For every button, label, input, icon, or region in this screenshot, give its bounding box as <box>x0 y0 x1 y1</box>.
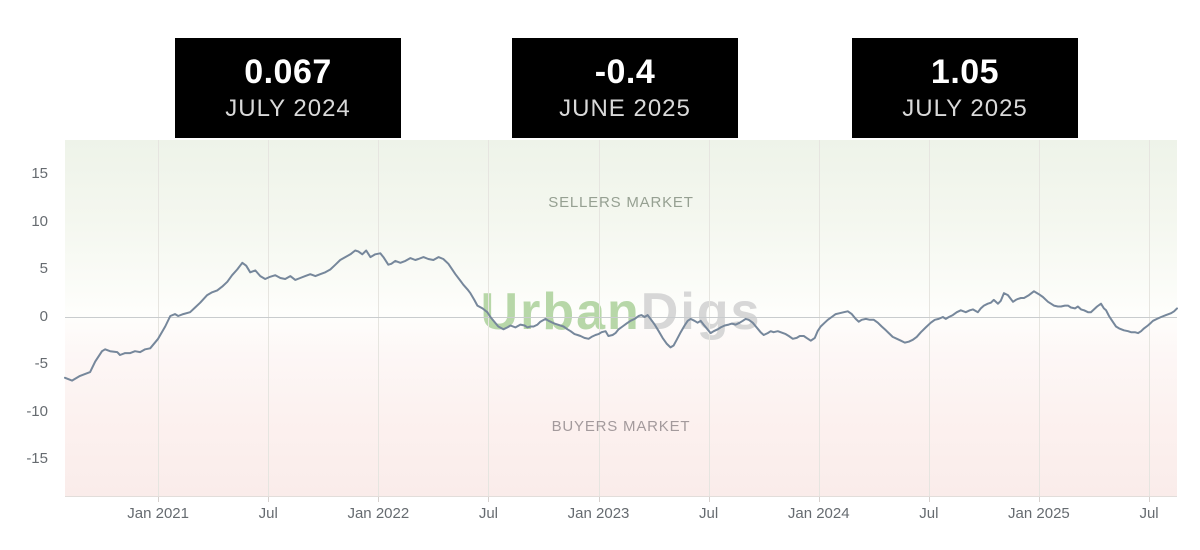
stat-label: JULY 2024 <box>225 94 351 122</box>
y-axis-label: 15 <box>31 165 48 183</box>
stat-box-july-2025: 1.05 JULY 2025 <box>852 38 1078 138</box>
y-axis-label: 10 <box>31 212 48 230</box>
stat-box-july-2024: 0.067 JULY 2024 <box>175 38 401 138</box>
y-axis-label: -10 <box>26 402 48 420</box>
y-axis-label: 5 <box>39 260 48 278</box>
series-line-market-pulse-indicator <box>64 249 1178 382</box>
x-axis-label: Jan 2023 <box>567 505 630 522</box>
x-axis-label: Jul <box>1139 505 1159 522</box>
market-pulse-chart: UrbanDigs SELLERS MARKET BUYERS MARKET <box>64 140 1178 502</box>
stat-label: JULY 2025 <box>902 94 1028 122</box>
x-axis-label: Jan 2024 <box>787 505 850 522</box>
x-axis-label: Jan 2021 <box>127 505 190 522</box>
y-axis-label: -5 <box>34 355 48 373</box>
stat-value: -0.4 <box>594 53 656 92</box>
stat-label: JUNE 2025 <box>559 94 691 122</box>
stat-value: 1.05 <box>930 53 1000 92</box>
x-axis-label: Jul <box>919 505 939 522</box>
sellers-market-zone-label: SELLERS MARKET <box>548 194 694 211</box>
x-axis-label: Jul <box>478 505 499 522</box>
y-axis-label: -15 <box>26 450 48 468</box>
x-axis-label: Jul <box>258 505 278 522</box>
chart-canvas <box>64 140 1178 502</box>
x-axis-label: Jan 2022 <box>347 505 410 522</box>
x-axis-label: Jul <box>699 505 719 522</box>
stat-value: 0.067 <box>244 53 332 92</box>
x-axis-label: Jan 2025 <box>1008 505 1070 522</box>
buyers-market-zone-label: BUYERS MARKET <box>551 418 691 435</box>
watermark-digs: Digs <box>640 283 762 341</box>
y-axis-label: 0 <box>39 307 48 325</box>
watermark-urban: Urban <box>480 283 641 341</box>
stat-box-june-2025: -0.4 JUNE 2025 <box>512 38 738 138</box>
urbandigs-watermark: UrbanDigs <box>65 286 1177 338</box>
